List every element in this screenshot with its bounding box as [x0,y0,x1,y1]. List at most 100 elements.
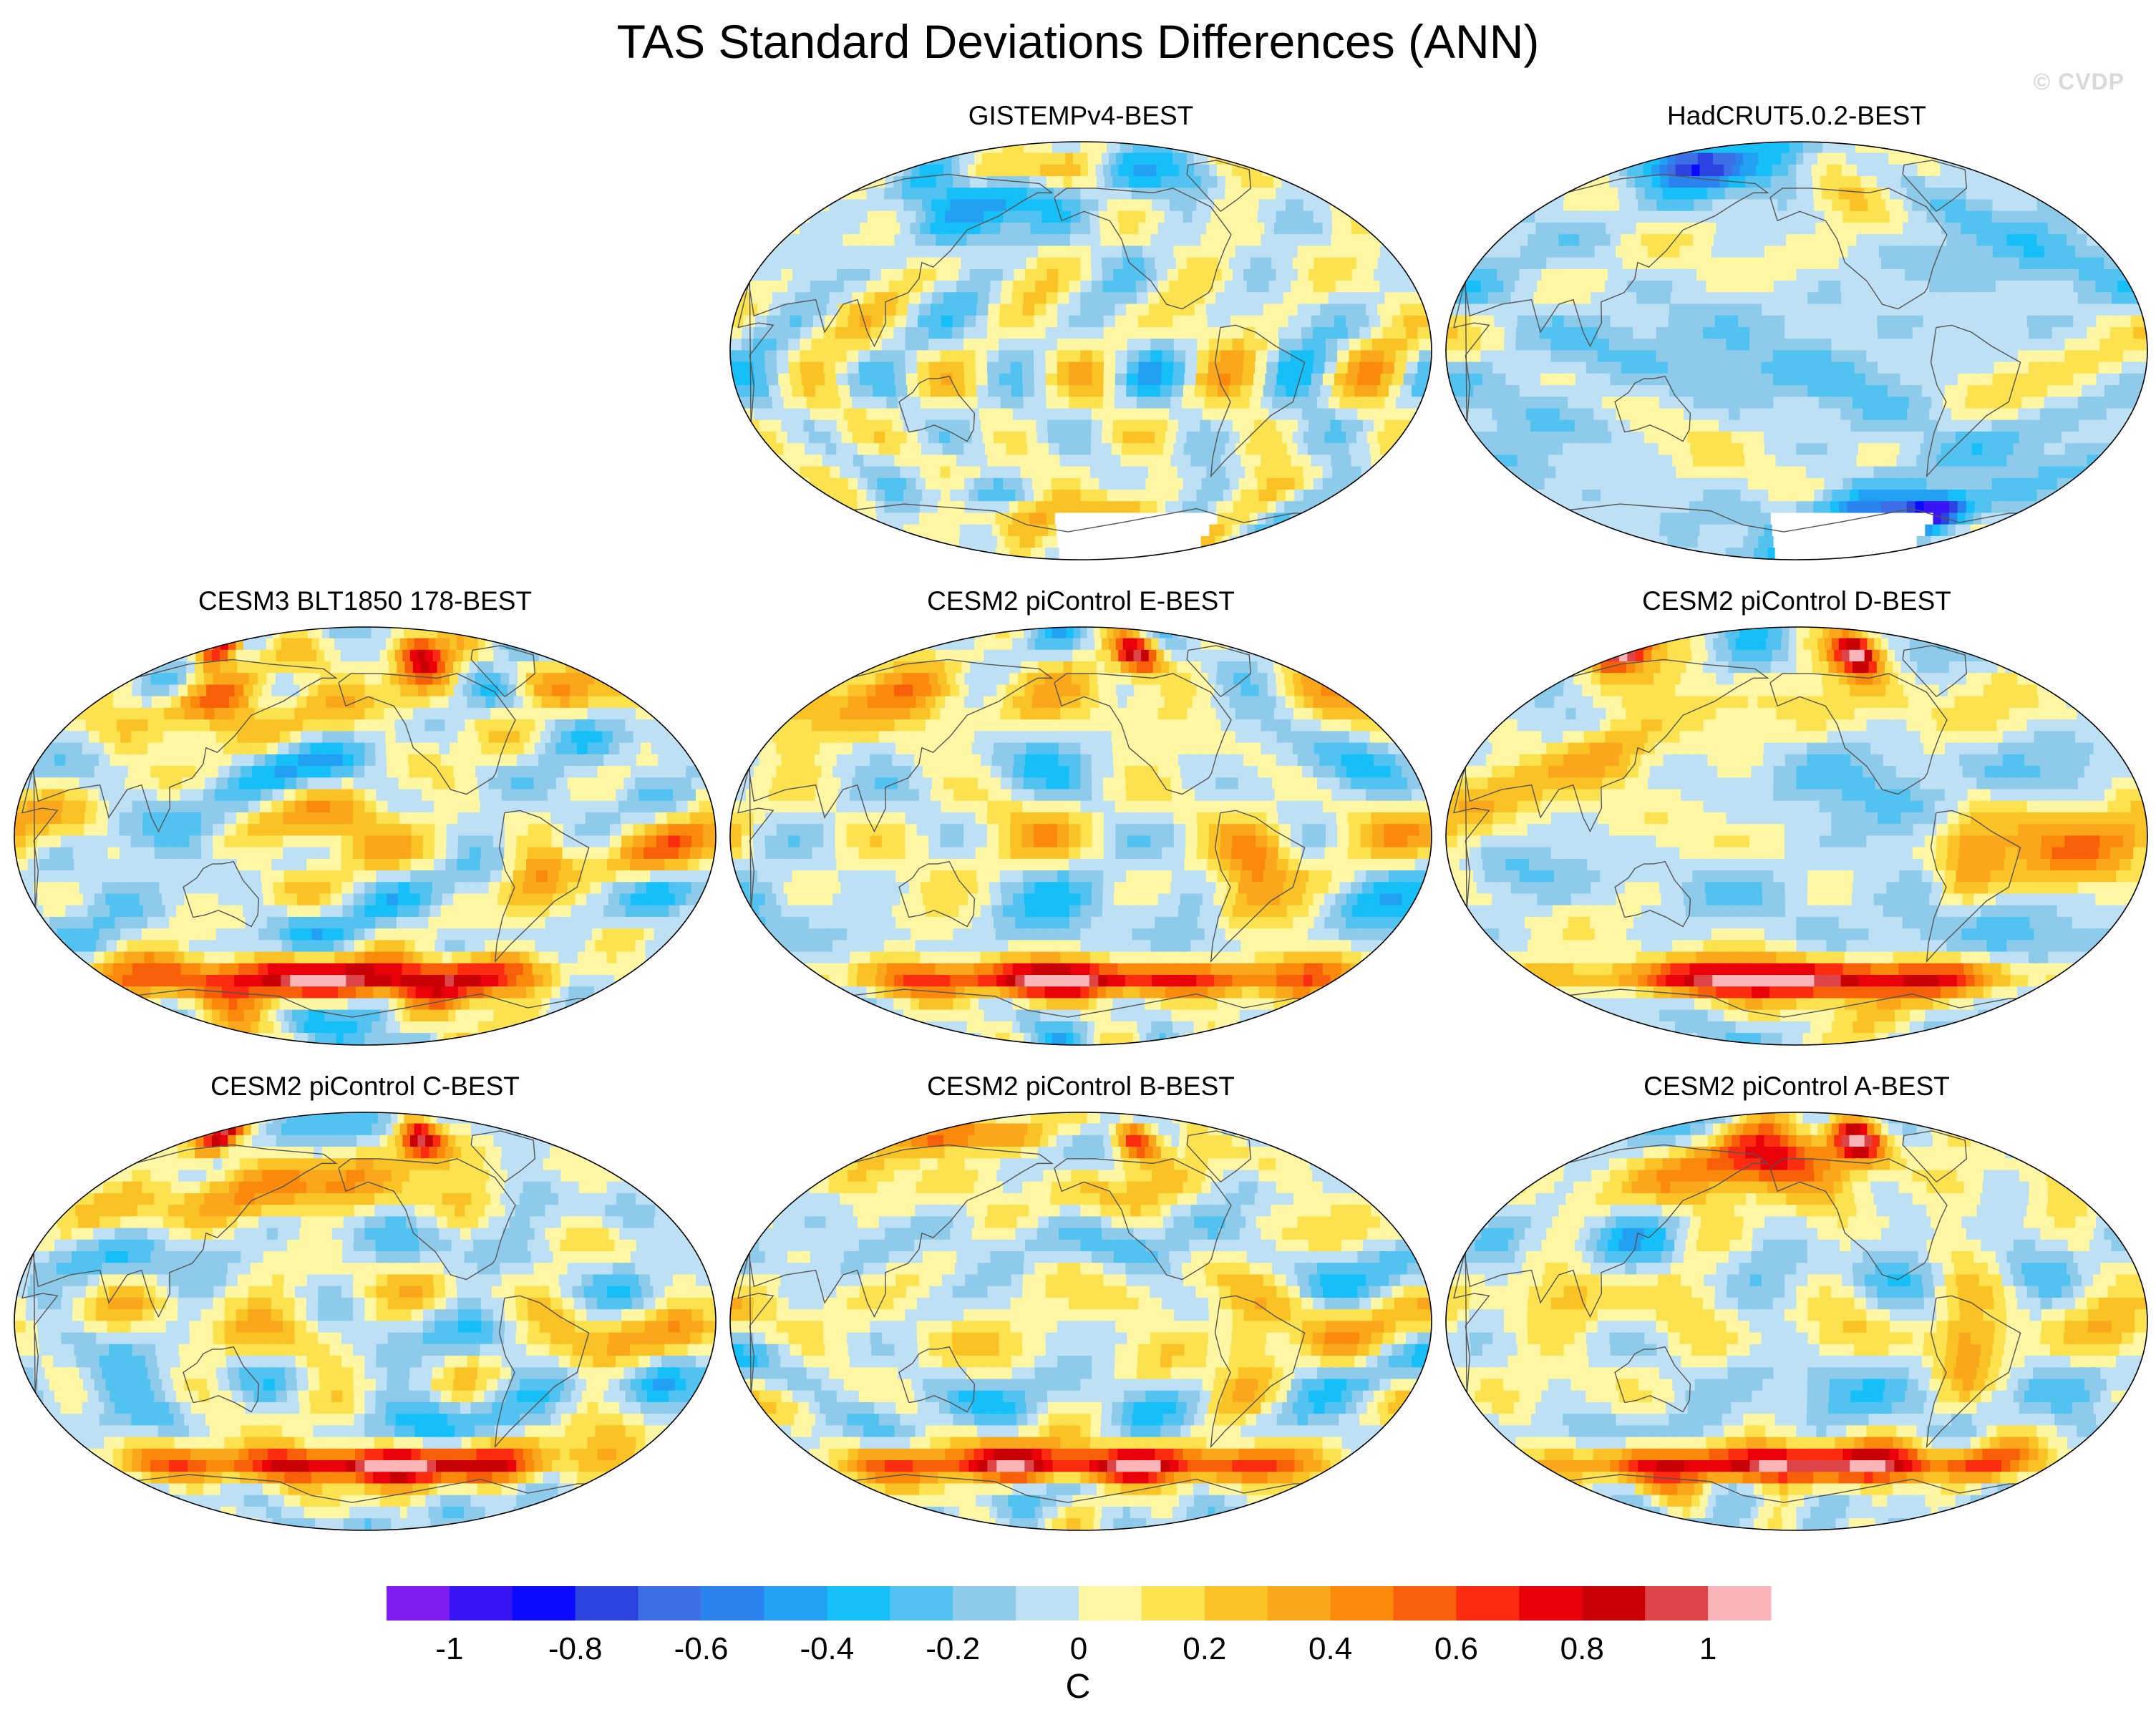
heatmap-cell [1822,199,1835,212]
heatmap-cell [1069,339,1082,351]
heatmap-cell [979,281,993,293]
heatmap-cell [1621,152,1641,166]
heatmap-cell [1610,373,1624,387]
heatmap-cell [1831,361,1844,375]
heatmap-cell [1290,339,1303,351]
heatmap-cell [1249,397,1264,409]
heatmap-cell [396,742,409,756]
heatmap-cell [1738,303,1752,316]
heatmap-cell [1122,431,1136,444]
heatmap-cell [1765,455,1777,467]
heatmap-cell [1752,501,1764,514]
heatmap-cell [835,326,849,340]
heatmap-cell [1948,339,1961,351]
heatmap-cell [1743,443,1756,456]
heatmap-cell [964,373,978,387]
heatmap-cell [2096,315,2112,329]
heatmap-cell [1920,397,1935,409]
heatmap-cell [1704,385,1717,398]
heatmap-cell [1766,222,1778,235]
heatmap-cell [1734,455,1747,467]
heatmap-cell [1000,466,1014,480]
heatmap-cell [1920,292,1935,305]
heatmap-cell [1773,397,1786,409]
heatmap-cell [1251,303,1266,316]
heatmap-cell [1852,397,1866,409]
heatmap-cell [847,164,870,178]
heatmap-cell [1091,268,1104,282]
heatmap-cell [1137,385,1151,398]
heatmap-cell [2013,512,2035,525]
heatmap-cell [1719,419,1732,433]
heatmap-cell [1094,152,1104,166]
heatmap-cell [364,638,374,651]
panel-title: HadCRUT5.0.2-BEST [1667,101,1926,130]
heatmap-cell [482,627,500,639]
heatmap-cell [918,385,933,398]
heatmap-cell [1112,257,1125,271]
heatmap-cell [234,742,249,756]
heatmap-cell [1773,152,1783,166]
heatmap-cell [1893,268,1908,282]
heatmap-cell [1125,397,1139,409]
heatmap-cell [1992,315,2006,329]
heatmap-cell [1762,268,1776,282]
heatmap-cell [1563,373,1578,387]
heatmap-cell [1756,222,1769,235]
heatmap-cell [611,673,633,686]
heatmap-cell [437,731,451,744]
heatmap-cell [1846,234,1860,247]
heatmap-cell [1102,419,1115,433]
heatmap-cell [1891,257,1906,271]
heatmap-cell [1747,210,1760,224]
heatmap-cell [893,339,906,351]
heatmap-cell [940,361,953,375]
heatmap-cell [875,548,898,560]
heatmap-cell [1180,408,1194,421]
heatmap-cell [1384,339,1397,351]
heatmap-cell [1337,339,1351,351]
heatmap-cell [853,535,876,549]
heatmap-cell [1034,385,1047,398]
heatmap-cell [1840,281,1854,293]
heatmap-cell [1220,361,1233,375]
heatmap-cell [1803,164,1814,178]
heatmap-cell [1069,292,1082,305]
heatmap-cell [1010,466,1024,480]
heatmap-cell [1057,397,1070,409]
heatmap-cell [999,361,1012,375]
heatmap-cell [1152,246,1167,258]
heatmap-cell [1815,222,1827,235]
heatmap-cell [1878,443,1893,456]
heatmap-cell [1041,477,1054,491]
heatmap-cell [1254,326,1268,340]
heatmap-cell [2047,303,2063,316]
heatmap-cell [344,719,356,732]
heatmap-cell [1555,524,1578,538]
heatmap-cell [584,649,607,663]
heatmap-cell [1080,477,1092,491]
heatmap-cell [1034,339,1047,351]
heatmap-cell [175,638,196,651]
heatmap-cell [1073,142,1082,154]
heatmap-cell [1818,281,1831,293]
heatmap-cell [2047,385,2063,398]
heatmap-cell [976,373,989,387]
heatmap-cell [1818,408,1831,421]
heatmap-cell [2018,339,2031,351]
heatmap-cell [348,649,359,663]
heatmap-cell [1822,188,1833,200]
heatmap-cell [1253,373,1268,387]
heatmap-cell [1034,373,1047,387]
heatmap-cell [1772,350,1786,363]
heatmap-cell [1173,350,1187,363]
heatmap-cell [1714,326,1728,340]
heatmap-cell [1656,339,1669,351]
heatmap-cell [1656,373,1671,387]
heatmap-cell [1861,419,1875,433]
heatmap-cell [1715,303,1729,316]
heatmap-cell [1165,431,1180,444]
heatmap-cell [1804,512,1815,525]
heatmap-cell [1648,292,1662,305]
heatmap-cell [1965,292,1980,305]
